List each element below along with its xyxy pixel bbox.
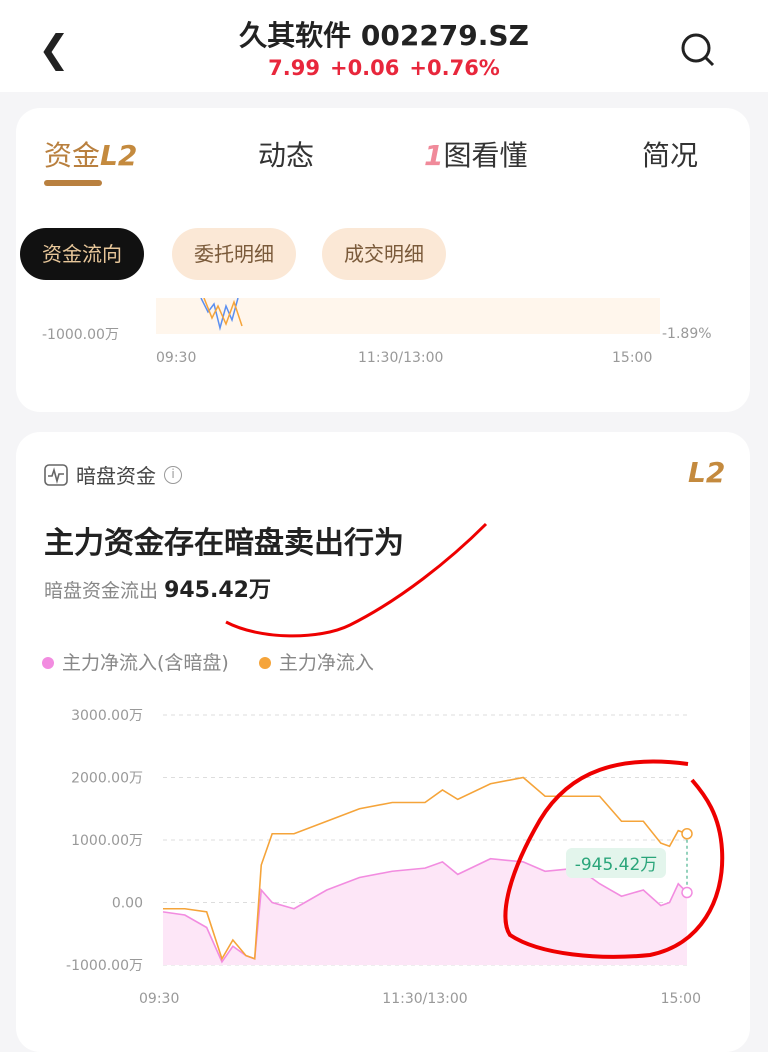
- y-tick-label: -1000.00万: [66, 958, 143, 974]
- top-right-label: -1.89%: [662, 326, 712, 342]
- outflow: 暗盘资金流出 945.42万: [44, 578, 271, 603]
- subtab-orders[interactable]: 委托明细: [172, 228, 296, 280]
- y-tick-label: 1000.00万: [71, 833, 143, 849]
- active-tab-indicator: [44, 180, 102, 186]
- tab-profile[interactable]: 简况: [642, 139, 699, 172]
- top-x-tick: 09:30: [156, 350, 197, 366]
- end-marker-orange: [681, 828, 693, 840]
- y-tick-label: 2000.00万: [71, 771, 143, 787]
- tab-bar: 资金L2 动态 1图看懂 简况: [16, 108, 750, 198]
- price: 7.99: [268, 56, 320, 80]
- wave-chart-icon: [44, 463, 68, 486]
- tab-one-chart[interactable]: 1图看懂: [424, 139, 528, 172]
- tab-news[interactable]: 动态: [258, 139, 315, 172]
- end-marker-pink: [681, 886, 693, 899]
- top-x-tick: 15:00: [612, 350, 653, 366]
- top-y-label: -1000.00万: [42, 327, 119, 343]
- legend-item: 主力净流入(含暗盘): [42, 648, 229, 675]
- change-pct: +0.76%: [409, 56, 500, 80]
- headline: 主力资金存在暗盘卖出行为: [44, 526, 404, 561]
- y-tick-label: 3000.00万: [71, 708, 143, 724]
- search-icon[interactable]: [680, 32, 716, 68]
- legend-dot: [258, 657, 271, 669]
- back-icon[interactable]: ❮: [38, 27, 70, 71]
- header: ❮ 久其软件 002279.SZ 7.99 +0.06 +0.76%: [0, 0, 768, 92]
- legend-item: 主力净流入: [258, 648, 374, 675]
- info-icon[interactable]: i: [164, 465, 182, 484]
- x-tick-label: 09:30: [139, 991, 179, 1007]
- y-tick-label: 0.00: [112, 896, 143, 912]
- l2-badge: L2: [100, 139, 138, 172]
- legend: 主力净流入(含暗盘) 主力净流入: [42, 648, 374, 675]
- top-x-tick: 11:30/13:00: [358, 350, 444, 366]
- l2-badge: L2: [688, 456, 726, 489]
- subtab-fund-flow[interactable]: 资金流向: [20, 228, 144, 280]
- dark-pool-chart: 3000.00万 2000.00万 1000.00万 0.00 -1000.00万 09:…: [66, 708, 701, 1007]
- tab-funds[interactable]: 资金L2: [44, 139, 138, 172]
- section-title: 暗盘资金 i: [44, 460, 182, 489]
- top-chart-fragment: [156, 298, 660, 334]
- diff-label: -945.42万: [575, 855, 658, 875]
- quote: 7.99 +0.06 +0.76%: [0, 56, 768, 80]
- page-title: 久其软件 002279.SZ: [239, 19, 529, 52]
- legend-dot: [42, 657, 54, 669]
- x-tick-label: 15:00: [661, 991, 701, 1007]
- subtab-trades[interactable]: 成交明细: [322, 228, 446, 280]
- x-tick-label: 11:30/13:00: [382, 991, 467, 1007]
- change: +0.06: [329, 56, 400, 80]
- fund-flow-card: 资金L2 动态 1图看懂 简况 资金流向 委托明细 成交明细 -1000.00万…: [16, 108, 750, 412]
